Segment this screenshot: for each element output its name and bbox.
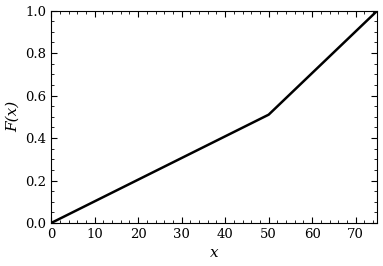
X-axis label: x: x (210, 246, 219, 260)
Y-axis label: F(x): F(x) (6, 101, 20, 132)
